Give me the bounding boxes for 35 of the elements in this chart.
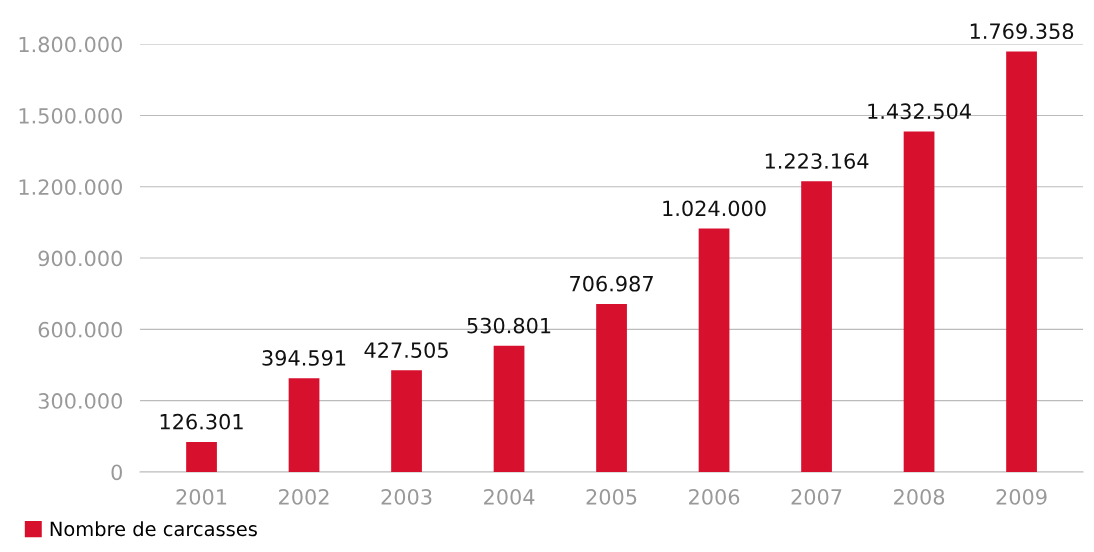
x-tick-label: 2001	[176, 488, 227, 505]
y-tick-label: 1.800.000	[19, 36, 122, 53]
x-tick-label: 2003	[381, 488, 432, 505]
y-tick-label: 0	[111, 464, 122, 481]
x-tick-label: 2007	[791, 488, 842, 505]
data-label: 1.024.000	[663, 200, 766, 217]
bar	[1006, 51, 1037, 472]
legend-label: Nombre de carcasses	[50, 521, 257, 537]
data-label: 394.591	[262, 350, 346, 366]
x-tick-label: 2008	[894, 488, 945, 505]
data-label: 1.432.504	[868, 103, 971, 120]
bar	[801, 181, 832, 472]
x-tick-label: 2002	[279, 488, 329, 505]
bar	[493, 345, 525, 472]
data-label: 1.223.164	[765, 153, 869, 169]
bar	[698, 228, 730, 472]
bar	[903, 131, 935, 472]
data-label: 706.987	[570, 275, 653, 292]
x-tick-label: 2004	[484, 488, 535, 505]
data-label: 126.301	[160, 413, 243, 430]
bar	[288, 378, 320, 472]
y-tick-label: 900.000	[38, 250, 122, 267]
x-tick-label: 2006	[689, 488, 740, 505]
y-tick-label: 300.000	[38, 393, 122, 409]
bar	[186, 441, 217, 472]
x-tick-label: 2009	[996, 488, 1047, 505]
data-label: 530.801	[467, 317, 551, 334]
data-label: 1.769.358	[970, 23, 1074, 40]
x-tick-label: 2005	[586, 488, 637, 505]
y-tick-label: 600.000	[38, 321, 122, 338]
bar	[596, 303, 627, 472]
bar	[391, 370, 422, 472]
y-tick-label: 1.200.000	[19, 179, 122, 195]
y-tick-label: 1.500.000	[19, 107, 122, 124]
data-label: 427.505	[364, 342, 448, 358]
